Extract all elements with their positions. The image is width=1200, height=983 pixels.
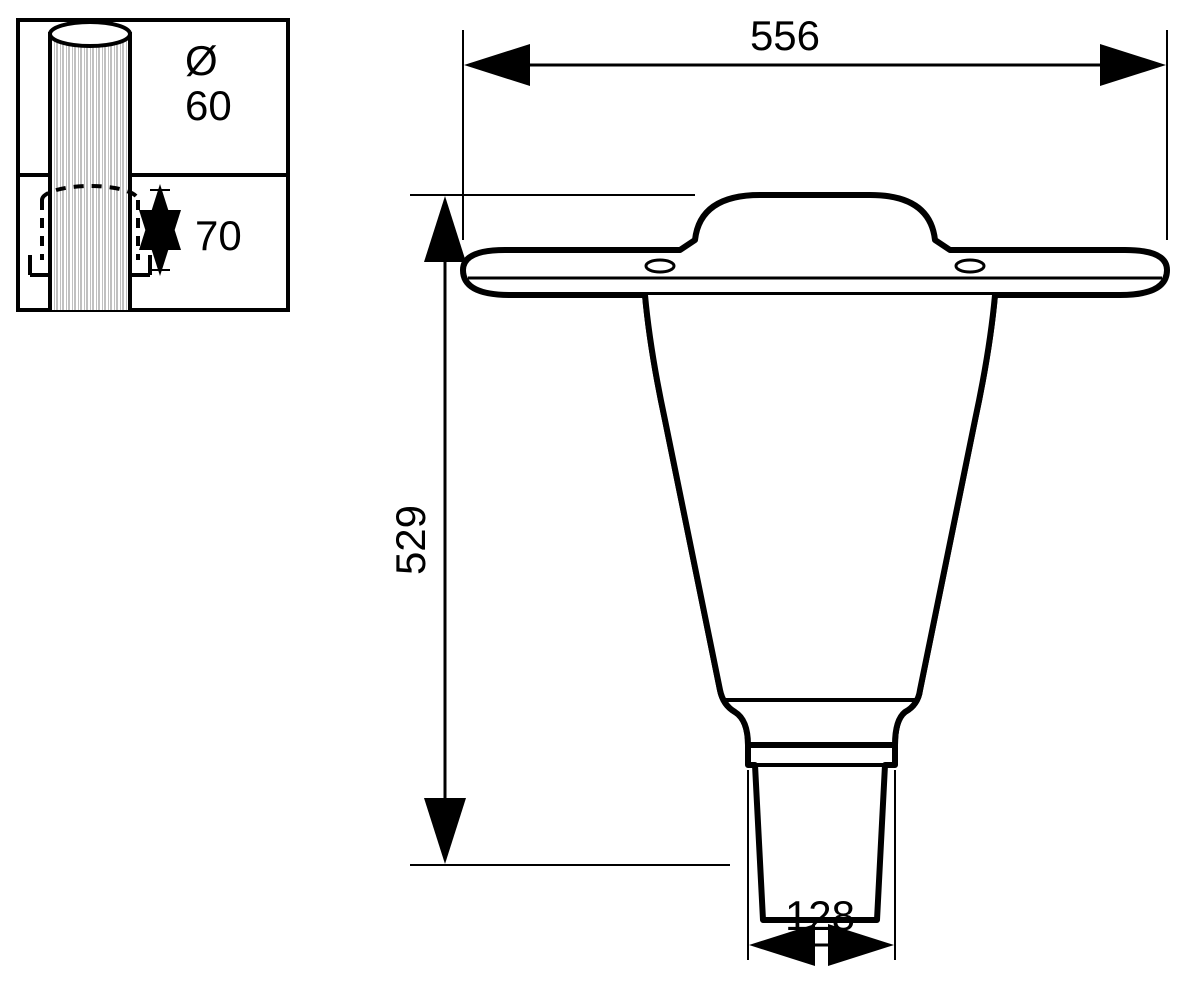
depth-value-label: 70	[195, 212, 242, 259]
dim-height-label: 529	[387, 505, 434, 575]
diameter-value-label: 60	[185, 82, 232, 129]
dim-width-label: 556	[750, 12, 820, 59]
pipe-upper	[50, 22, 130, 175]
detail-box: Ø 60 70	[18, 20, 288, 310]
socket-lower	[30, 175, 170, 310]
technical-drawing: Ø 60 70 5	[0, 0, 1200, 983]
lamp-main-view: 556 529	[387, 12, 1167, 960]
diameter-symbol-label: Ø	[185, 37, 218, 84]
lamp-outline	[463, 195, 1167, 920]
dim-base-label: 128	[785, 892, 855, 939]
